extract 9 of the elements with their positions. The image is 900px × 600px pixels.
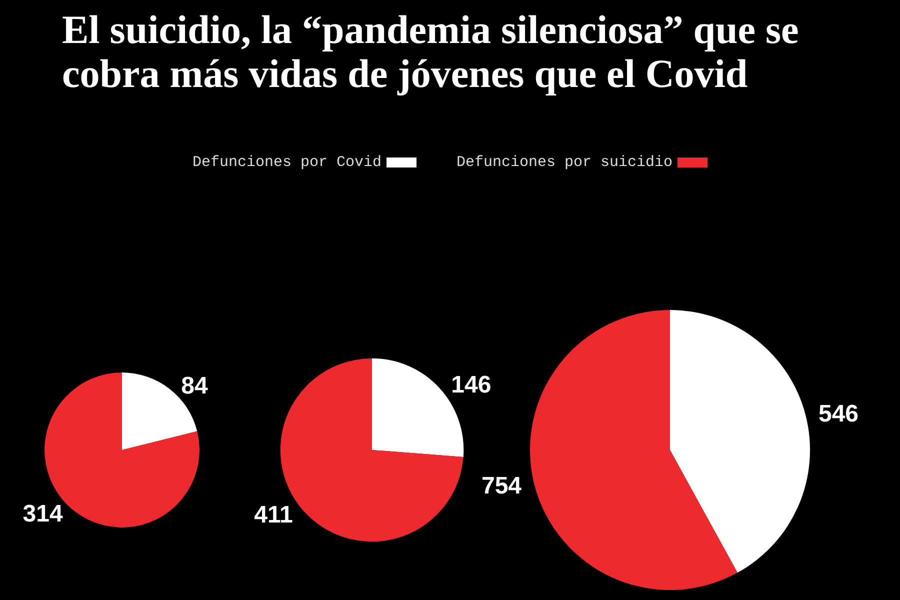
data-label: 754 <box>481 472 522 500</box>
chart-title: El suicidio, la “pandemia silenciosa” que se cobra más vidas de jóvenes que el Covid <box>62 7 800 96</box>
data-label: 146 <box>451 371 492 398</box>
legend-label: Defunciones por Covid <box>192 154 382 171</box>
data-label: 314 <box>22 500 64 528</box>
data-label: 546 <box>818 400 859 428</box>
data-label: 84 <box>181 372 208 400</box>
data-label: 411 <box>254 502 293 529</box>
legend-label: Defunciones por suicidio <box>456 154 673 171</box>
